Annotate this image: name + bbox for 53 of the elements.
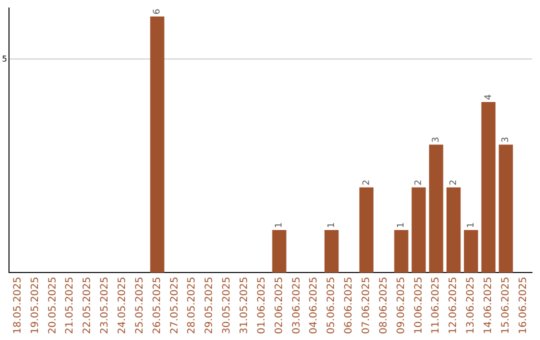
data-label: 3 [431,136,442,143]
x-tick-label: 23.05.2025 [100,276,111,334]
data-label: 3 [501,136,512,143]
x-tick-label: 02.06.2025 [274,276,285,334]
x-tick-label: 19.05.2025 [30,276,41,334]
x-tick-label: 10.06.2025 [413,276,424,334]
bar [481,102,496,273]
bar [394,230,408,273]
bar [498,144,513,273]
x-tick-label: 21.05.2025 [64,276,76,334]
data-label: 2 [414,180,424,186]
data-label: 2 [362,180,372,186]
x-tick-label: 14.06.2025 [483,276,494,334]
x-tick-label: 11.06.2025 [430,276,442,334]
data-label: 2 [448,180,459,186]
data-label: 6 [152,8,163,15]
x-tick-label: 31.05.2025 [238,276,250,334]
x-tick-label: 09.06.2025 [396,276,407,334]
bar [324,230,339,273]
x-tick-label: 15.06.2025 [500,276,512,334]
bar [359,187,374,273]
x-tick-label: 20.05.2025 [47,276,58,334]
x-tick-label: 18.05.2025 [12,276,24,334]
bar [272,230,286,273]
x-tick-label: 16.06.2025 [518,276,529,334]
data-label: 1 [466,222,476,228]
data-label: 1 [326,222,337,228]
x-tick-label: 06.06.2025 [344,276,355,334]
x-tick-label: 27.05.2025 [169,276,180,334]
x-tick-label: 26.05.2025 [152,276,163,334]
x-tick-label: 07.06.2025 [361,276,372,334]
bar [429,144,444,273]
x-tick-label: 24.05.2025 [116,276,128,334]
x-tick-label: 22.05.2025 [82,276,94,334]
data-label: 4 [484,94,494,100]
bar [446,187,461,273]
bar [150,16,164,273]
x-tick-label: 25.05.2025 [134,276,146,334]
x-tick-label: 30.05.2025 [222,276,233,334]
x-tick-label: 29.05.2025 [204,276,216,334]
x-tick-label: 13.06.2025 [466,276,477,334]
data-label: 1 [274,222,285,228]
bar [464,230,478,273]
data-label: 1 [396,222,407,228]
x-tick-label: 12.06.2025 [448,276,460,334]
x-tick-label: 28.05.2025 [186,276,198,334]
x-tick-label: 01.06.2025 [256,276,268,334]
x-tick-label: 05.06.2025 [326,276,338,334]
x-tick-label: 04.06.2025 [308,276,320,334]
bar [412,187,426,273]
y-tick-label: 5 [2,54,8,64]
x-tick-label: 03.06.2025 [291,276,302,334]
x-tick-label: 08.06.2025 [378,276,390,334]
